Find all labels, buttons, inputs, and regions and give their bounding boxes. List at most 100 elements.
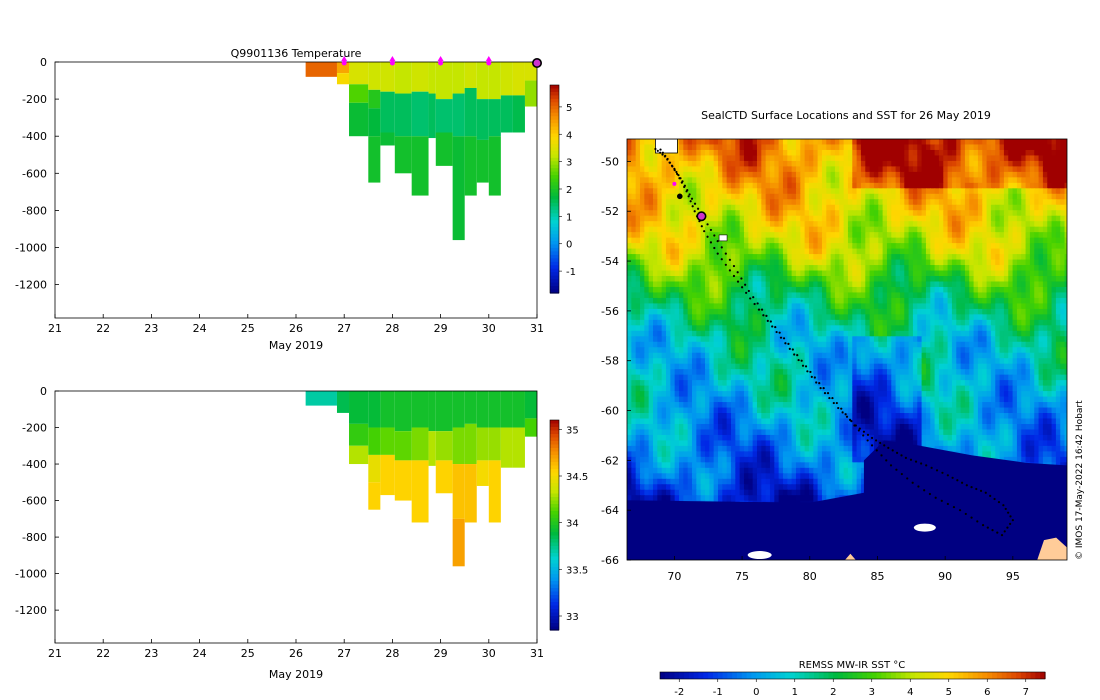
sst-cell [700,380,706,387]
sst-cell [748,336,754,343]
sst-cell [1025,188,1031,195]
sst-cell [1003,363,1009,370]
sst-cell [683,265,689,272]
sst-cell [648,336,654,343]
sst-cell [1060,221,1066,228]
sst-cell [787,210,793,217]
sst-cell [748,352,754,359]
sst-cell [973,215,979,222]
sst-cell [826,171,832,179]
sst-cell [882,155,888,162]
sst-cell [999,325,1005,332]
sst-cell [1038,319,1044,327]
colorbar-segment [550,500,559,505]
sst-cell [891,292,897,299]
sst-cell [774,155,780,162]
sst-cell [709,380,715,387]
sst-cell [683,374,689,381]
sst-cell [678,385,685,392]
sst-cell [843,385,849,392]
sst-cell [895,237,901,244]
sst-cell [631,385,637,392]
sst-cell [951,254,957,261]
sst-cell [683,171,689,179]
sst-cell [661,254,667,261]
sst-cell [856,155,862,162]
sst-cell [644,188,650,195]
sst-cell [882,303,888,310]
sst-cell [843,347,849,354]
sst-cell [735,199,741,206]
sst-cell [752,199,758,206]
sst-cell [977,177,983,184]
sst-cell [752,215,758,222]
profile-cell [452,62,465,94]
sst-cell [709,347,715,354]
sst-cell [1021,380,1027,387]
sst-cell [683,325,689,332]
sst-cell [1016,380,1022,387]
sst-cell [795,336,801,343]
sst-cell [726,193,732,200]
sst-cell [778,314,784,321]
sst-cell [1064,232,1067,239]
sst-cell [687,171,693,179]
sst-cell [791,297,797,305]
sst-cell [1003,308,1009,316]
sst-cell [925,286,931,294]
sst-cell [1042,237,1048,244]
sst-cell [930,363,936,370]
colorbar-segment [550,85,559,90]
sst-cell [1064,286,1067,294]
sst-cell [899,243,905,250]
sst-cell [956,193,962,200]
sst-cell [800,369,806,376]
sst-cell [1016,347,1022,354]
sst-cell [960,380,966,387]
sst-cell [951,177,957,184]
sst-cell [778,139,784,146]
sst-cell [648,193,654,200]
sst-cell [696,308,702,316]
sst-cell [661,237,667,244]
sst-cell [743,314,750,321]
sst-cell [839,243,845,250]
sst-cell [730,226,737,233]
sst-cell [627,374,633,381]
sst-cell [951,352,957,359]
sst-cell [670,171,676,179]
sst-cell [860,215,866,222]
sst-cell [696,385,702,392]
sst-cell [644,144,650,151]
sst-cell [743,215,750,222]
sst-cell [834,380,840,387]
sst-cell [817,199,823,206]
sst-cell [865,226,871,233]
sst-cell [748,155,754,162]
sst-cell [739,297,745,305]
sst-cell [834,188,840,195]
sst-cell [986,248,992,255]
sst-cell [683,380,689,387]
sst-cell [912,336,918,343]
sst-cell [908,215,914,222]
sst-cell [895,286,901,294]
sst-cell [631,182,637,190]
sst-cell [943,160,949,168]
sst-cell [969,237,975,244]
sst-cell [943,215,949,222]
x-tick-label: 22 [96,647,110,660]
sst-cell [691,248,698,255]
sst-cell [912,276,918,283]
sst-cell [821,221,827,228]
sst-cell [683,286,689,294]
sst-cell [1038,330,1044,337]
sst-cell [873,144,879,151]
sst-cell [930,330,936,337]
sst-cell [982,237,988,244]
sst-cell [947,149,953,157]
sst-cell [1025,380,1031,387]
sst-cell [1008,380,1014,387]
sst-cell [726,325,732,332]
sst-cell [930,139,936,146]
